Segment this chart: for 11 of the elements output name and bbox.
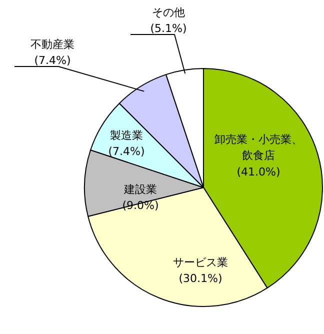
data-label: (30.1%) [178, 272, 222, 286]
slice-label: 建設業 [123, 182, 157, 196]
slice-label: サービス業 [173, 256, 228, 269]
slice-label: その他 [152, 6, 185, 19]
slice-label: 不動産業 [30, 38, 74, 51]
data-label: (5.1%) [150, 22, 187, 36]
data-label: (41.0%) [236, 165, 280, 178]
data-label: (7.4%) [34, 54, 71, 68]
slice-label: 卸売業・小売業、飲食店 [214, 132, 302, 162]
slice-label: 製造業 [110, 128, 143, 142]
data-label: (7.4%) [108, 145, 145, 158]
